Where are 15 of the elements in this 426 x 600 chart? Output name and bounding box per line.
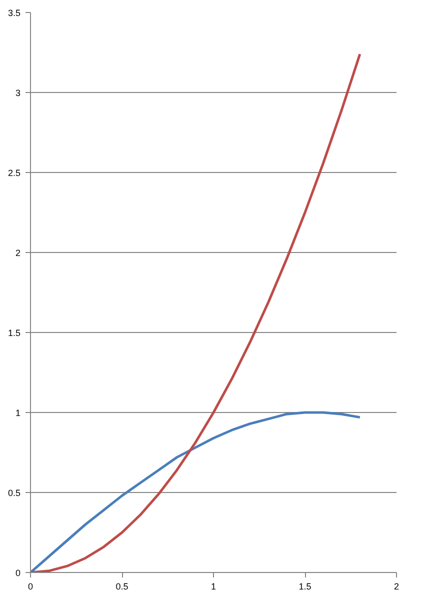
x-tick-label: 2 (394, 582, 400, 592)
line-series (30, 52, 362, 572)
y-tick-label: 0.5 (8, 488, 21, 498)
y-tick-label: 2 (15, 248, 21, 258)
y-tick-label: 1.5 (8, 328, 21, 338)
x-tick-label: 1 (210, 582, 216, 592)
y-tick-label: 3 (15, 88, 21, 98)
x-tick-label: 0 (28, 582, 34, 592)
x-tick-label: 0.5 (116, 582, 128, 592)
y-tick-label: 3.5 (8, 8, 21, 18)
y-tick-label: 1 (15, 408, 21, 418)
y-tick-label: 2.5 (8, 168, 21, 178)
x-tick-label: 1.5 (298, 582, 312, 592)
line-series (30, 411, 362, 572)
y-tick-label: 0 (15, 568, 21, 578)
